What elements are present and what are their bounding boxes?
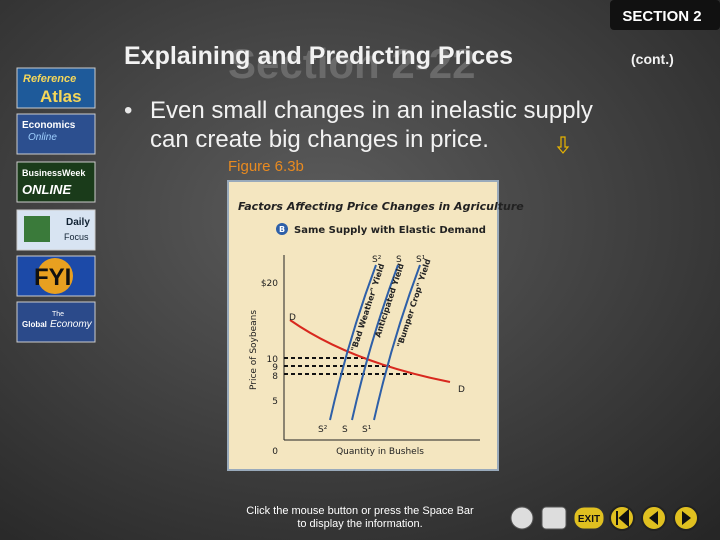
x-axis-label: Quantity in Bushels (336, 447, 424, 457)
button-text: FYI (34, 264, 71, 291)
instruction: to display the information. (297, 518, 422, 530)
section-tab-text: SECTION 2 (622, 8, 701, 25)
sidebar: Reference Atlas Economics Online Busines… (16, 67, 96, 343)
supply-curve (373, 264, 421, 421)
supply-label: S² (318, 425, 328, 435)
supply-label: S¹ (416, 255, 426, 265)
button-glyph (649, 511, 658, 525)
bullet-text: Even small changes in an inelastic suppl… (150, 97, 593, 124)
y-tick-label: 0 (272, 447, 278, 457)
supply-curve (351, 264, 399, 421)
button-glyph (682, 511, 691, 525)
button-text: Daily (66, 217, 90, 228)
button-text: Economics (22, 120, 76, 131)
supply-label: S (342, 425, 348, 435)
button-text: Atlas (40, 87, 82, 106)
y-tick-label: 5 (272, 397, 278, 407)
instruction: Click the mouse button or press the Spac… (246, 505, 474, 517)
exit-button[interactable]: EXIT (573, 506, 605, 530)
fyi-button[interactable]: FYI (16, 255, 96, 297)
previous-button[interactable] (641, 505, 667, 531)
panel-badge (276, 223, 288, 235)
button-text: Focus (64, 232, 89, 242)
help-button[interactable] (510, 506, 534, 530)
button-frame (16, 113, 96, 155)
button-text: The (52, 311, 64, 318)
atlas-button[interactable]: Reference Atlas (16, 67, 96, 109)
figure-caption: Figure 6.3b (228, 158, 304, 175)
figure-title: Factors Affecting Price Changes in Agric… (238, 200, 524, 213)
button-frame (16, 301, 96, 343)
economics-online-button[interactable]: Economics Online (16, 113, 96, 155)
y-tick-label: 9 (272, 363, 278, 373)
y-tick-label: 8 (272, 372, 278, 382)
button-icon (541, 506, 567, 530)
figure-subtitle: Same Supply with Elastic Demand (294, 225, 486, 236)
figure: Factors Affecting Price Changes in Agric… (227, 180, 524, 471)
supply-label: S (396, 255, 402, 265)
button-frame (573, 506, 605, 530)
bullet-text: can create big changes in price. (150, 126, 489, 153)
button-text: Economy (50, 319, 93, 330)
button-frame (16, 161, 96, 203)
y-tick-label: 10 (267, 355, 279, 365)
supply-label: S¹ (362, 425, 372, 435)
button-icon (37, 258, 73, 294)
panel-letter: B (279, 225, 285, 234)
button-text: ONLINE (22, 182, 71, 197)
button-frame (16, 67, 96, 109)
y-axis-label: Price of Soybeans (249, 310, 259, 390)
daily-focus-button[interactable]: Daily Focus (16, 209, 96, 251)
global-economy-button[interactable]: The Global Economy (16, 301, 96, 343)
button-text: BusinessWeek (22, 168, 86, 178)
slide-title: Explaining and Predicting Prices (124, 42, 513, 70)
bullet-dot: • (124, 97, 132, 124)
button-text: EXIT (578, 514, 600, 525)
windows-button[interactable] (541, 506, 567, 530)
watermark: Section 2-22 (228, 40, 475, 87)
y-tick-label: $20 (261, 279, 278, 289)
demand-label: D (289, 313, 296, 323)
button-text: Reference (23, 73, 76, 85)
supply-label: S² (372, 255, 382, 265)
title-suffix: (cont.) (631, 51, 674, 67)
first-button[interactable] (609, 505, 635, 531)
button-icon (510, 506, 534, 530)
next-button[interactable] (673, 505, 699, 531)
section-tab (610, 0, 720, 30)
businessweek-button[interactable]: BusinessWeek ONLINE (16, 161, 96, 203)
demand-label: D (458, 385, 465, 395)
figure-frame (227, 180, 499, 471)
supply-curve (329, 264, 377, 421)
button-text: Global (22, 320, 47, 329)
down-arrow-icon (556, 136, 570, 154)
button-icon (24, 216, 50, 242)
demand-curve (289, 319, 451, 383)
button-glyph (616, 508, 629, 528)
button-text: Online (28, 132, 57, 143)
